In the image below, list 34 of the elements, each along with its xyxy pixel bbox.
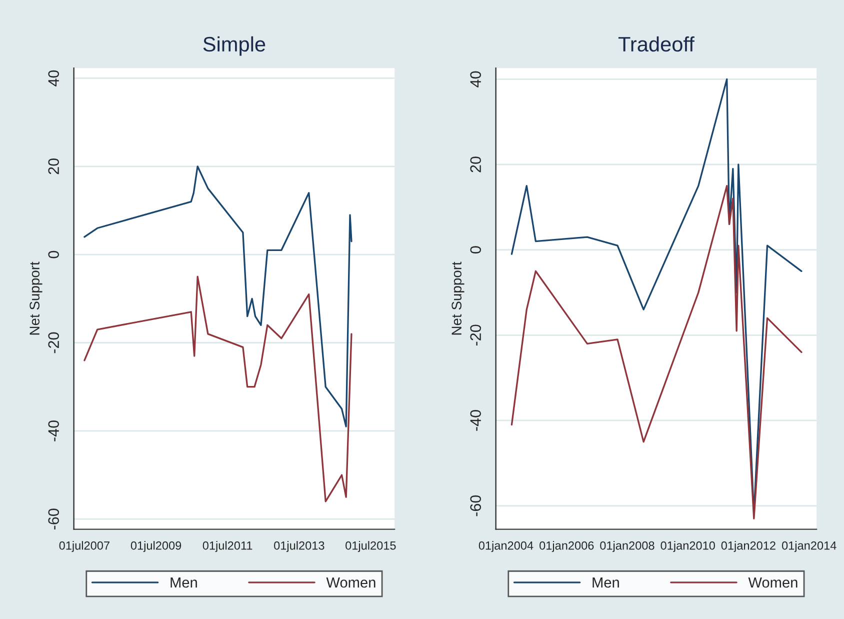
y-tick-label: -40 (470, 410, 482, 431)
y-tick-label: -40 (48, 420, 60, 442)
y-tick-label: -60 (48, 508, 60, 530)
legend-label: Men (592, 577, 619, 588)
y-tick-label: 0 (48, 250, 60, 258)
chart-title: Simple (203, 36, 266, 56)
line-series (84, 276, 352, 502)
y-axis-title: Net Support (30, 262, 42, 335)
x-tick-label: 01jan2014 (782, 541, 836, 552)
y-tick-label: -20 (48, 332, 60, 354)
line-series (84, 166, 352, 428)
x-tick-label: 01jul2009 (130, 541, 182, 552)
x-tick-label: 01jul2015 (346, 541, 396, 552)
y-tick-label: -20 (470, 324, 482, 346)
y-tick-label: 0 (470, 246, 482, 254)
x-tick-label: 01jan2006 (540, 541, 594, 552)
x-tick-label: 01jan2004 (478, 541, 534, 552)
y-tick-label: 20 (470, 156, 482, 172)
legend-label: Women (748, 577, 798, 588)
x-tick-label: 01jan2008 (600, 541, 654, 552)
y-tick-label: 40 (48, 70, 60, 86)
x-tick-label: 01jan2010 (660, 541, 715, 552)
y-tick-label: 40 (470, 71, 482, 88)
chart-title: Tradeoff (618, 36, 694, 52)
legend-label: Men (170, 577, 197, 588)
legend-label: Women (326, 577, 376, 588)
y-axis-title: Net Support (452, 262, 464, 335)
x-tick-label: 01jul2011 (202, 541, 252, 552)
x-tick-label: 01jul2013 (274, 541, 324, 552)
y-tick-label: 20 (48, 158, 60, 174)
y-tick-label: -60 (470, 495, 482, 516)
line-series (510, 184, 802, 520)
x-tick-label: 01jul2007 (59, 541, 110, 552)
x-tick-label: 01jan2012 (721, 541, 776, 552)
